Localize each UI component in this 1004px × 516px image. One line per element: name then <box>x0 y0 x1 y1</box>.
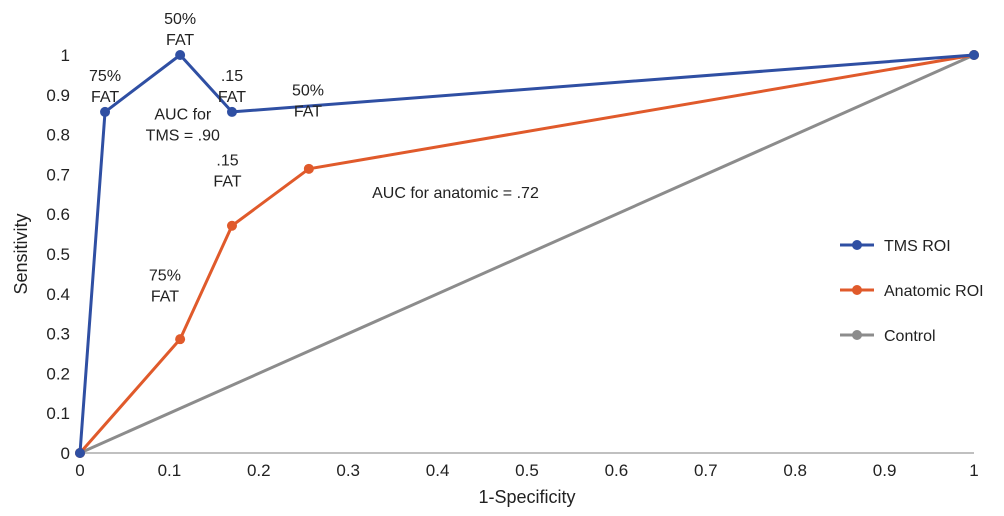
legend-label: TMS ROI <box>884 238 951 255</box>
legend-item: Control <box>840 328 936 345</box>
annotation-label: AUC for anatomic = .72 <box>372 185 539 202</box>
x-tick-label: 0 <box>75 461 84 480</box>
data-point-anatomic-roi <box>226 220 237 231</box>
x-tick-label: 0.1 <box>158 461 182 480</box>
legend-label: Control <box>884 328 936 345</box>
y-tick-label: 1 <box>61 46 70 65</box>
y-tick-label: 0.9 <box>46 86 70 105</box>
y-tick-label: 0.7 <box>46 165 70 184</box>
series-line-control <box>79 53 975 455</box>
legend-item: TMS ROI <box>840 238 951 255</box>
annotation-label: 50% FAT <box>292 83 324 121</box>
axes: 0 0.1 0.2 0.3 0.4 0.5 0.6 0.7 0.8 0.9 1 0 0.1 0.2 0.3 0… <box>11 46 979 507</box>
y-tick-label: 0.3 <box>46 325 70 344</box>
x-axis-title: 1-Specificity <box>478 487 575 507</box>
y-tick-label: 0.8 <box>46 126 70 145</box>
y-tick-label: 0.4 <box>46 285 70 304</box>
x-tick-label: 0.4 <box>426 461 450 480</box>
annotation-label: 75% FAT <box>89 68 121 106</box>
x-tick-label: 0.2 <box>247 461 271 480</box>
x-tick-label: 0.8 <box>783 461 807 480</box>
x-tick-label: 0.5 <box>515 461 539 480</box>
annotation-label: .15 FAT <box>213 152 241 190</box>
legend-label: Anatomic ROI <box>884 283 984 300</box>
data-point-tms-roi <box>100 106 111 117</box>
y-tick-label: 0.2 <box>46 364 70 383</box>
data-point-tms-roi <box>75 448 85 458</box>
y-tick-label: 0.6 <box>46 205 70 224</box>
annotation-label: AUC for TMS = .90 <box>146 107 220 145</box>
x-tick-label: 0.7 <box>694 461 718 480</box>
annotation-label: 75% FAT <box>149 268 181 306</box>
y-tick-label: 0.1 <box>46 404 70 423</box>
x-tick-label: 0.6 <box>605 461 629 480</box>
y-axis-title: Sensitivity <box>11 213 31 294</box>
annotation-label: 50% FAT <box>164 11 196 49</box>
series-tms-roi <box>75 50 979 458</box>
x-tick-label: 0.3 <box>336 461 360 480</box>
data-point-anatomic-roi <box>303 163 314 174</box>
data-point-tms-roi <box>226 106 237 117</box>
y-tick-label: 0.5 <box>46 245 70 264</box>
data-point-tms-roi <box>175 50 186 60</box>
y-tick-label: 0 <box>61 444 70 463</box>
legend-swatch-marker <box>852 330 862 340</box>
data-point-anatomic-roi <box>175 334 186 345</box>
legend-item: Anatomic ROI <box>840 283 984 300</box>
x-tick-label: 0.9 <box>873 461 897 480</box>
data-point-tms-roi <box>969 50 979 60</box>
x-tick-label: 1 <box>969 461 978 480</box>
annotation-label: .15 FAT <box>218 68 246 106</box>
legend-swatch-marker <box>852 285 862 295</box>
series-layer <box>75 50 979 458</box>
legend-swatch-marker <box>852 240 862 250</box>
legend: TMS ROI Anatomic ROI Control <box>840 238 984 345</box>
